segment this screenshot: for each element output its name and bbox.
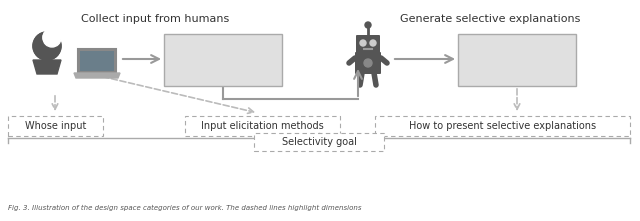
FancyBboxPatch shape <box>78 49 116 73</box>
Circle shape <box>33 32 61 60</box>
FancyBboxPatch shape <box>185 116 340 136</box>
Circle shape <box>33 32 61 60</box>
Circle shape <box>43 29 59 45</box>
FancyBboxPatch shape <box>458 34 576 86</box>
FancyBboxPatch shape <box>355 52 381 74</box>
FancyBboxPatch shape <box>356 35 380 54</box>
Text: Beliefs about
the recipient: Beliefs about the recipient <box>189 49 257 71</box>
Text: Generate selective explanations: Generate selective explanations <box>400 14 580 24</box>
FancyBboxPatch shape <box>254 133 384 151</box>
Text: How to present selective explanations: How to present selective explanations <box>409 121 596 131</box>
Text: Fig. 3. Illustration of the design space categories of our work. The dashed line: Fig. 3. Illustration of the design space… <box>8 205 362 211</box>
Text: Whose input: Whose input <box>25 121 86 131</box>
FancyBboxPatch shape <box>164 34 282 86</box>
Circle shape <box>43 29 61 47</box>
FancyBboxPatch shape <box>375 116 630 136</box>
Circle shape <box>364 59 372 67</box>
Text: Selectivity goal: Selectivity goal <box>282 137 356 147</box>
Circle shape <box>370 40 376 46</box>
Text: Selective
explanations: Selective explanations <box>483 49 550 71</box>
FancyBboxPatch shape <box>80 51 114 71</box>
Text: Input elicitation methods: Input elicitation methods <box>201 121 324 131</box>
Text: Collect input from humans: Collect input from humans <box>81 14 229 24</box>
Polygon shape <box>33 60 61 74</box>
Circle shape <box>365 22 371 28</box>
Polygon shape <box>74 73 120 78</box>
Circle shape <box>360 40 366 46</box>
FancyBboxPatch shape <box>8 116 103 136</box>
